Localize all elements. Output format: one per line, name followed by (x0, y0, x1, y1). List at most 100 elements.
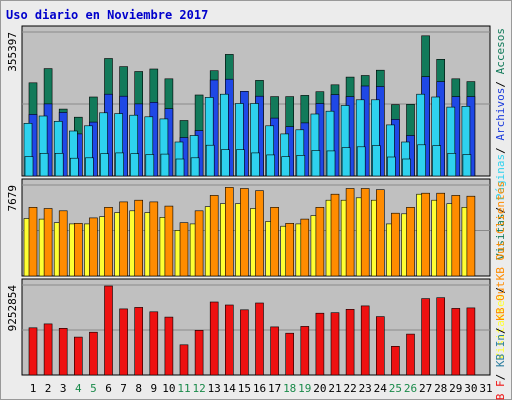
x-tick-label-26: 26 (404, 382, 417, 395)
bar-kb-f-day-28 (436, 297, 446, 376)
legend-entry: Visitantes (494, 294, 507, 360)
bar-kb-out-clientes-day-3 (58, 210, 68, 277)
bar-kb-out-clientes-day-16 (255, 190, 264, 277)
legend-entry: / (494, 374, 507, 381)
panel-bottom: 9 25 28 54 KB F/ KB In/ KB Out (6, 278, 507, 405)
bar-kb-f-day-6 (104, 285, 113, 376)
bar-archivos-day-27 (417, 144, 426, 177)
x-tick-label-12: 12 (192, 382, 205, 395)
x-tick-label-30: 30 (464, 382, 477, 395)
bar-archivos-day-21 (326, 150, 336, 177)
bar-kb-f-day-11 (179, 344, 189, 376)
bar-kb-out-clientes-day-23 (360, 188, 370, 277)
x-tick-label-11: 11 (177, 382, 190, 395)
y-max-label: 7679 (6, 185, 19, 212)
x-tick-label-5: 5 (90, 382, 97, 395)
bar-archivos-day-12 (190, 157, 200, 177)
x-tick-label-28: 28 (434, 382, 447, 395)
bar-kb-f-day-29 (451, 308, 461, 376)
x-tick-label-21: 21 (328, 382, 341, 395)
x-axis-labels: 1 2 3 4 5 6 7 8 9 10 11 12 13 14 15 16 17 18 19 20 21 22 23 24 2… (30, 382, 493, 395)
bar-archivos-day-9 (145, 154, 155, 177)
chart-title: Uso diario en Noviembre 2017 (6, 8, 208, 22)
bar-kb-out-clientes-day-6 (104, 207, 113, 277)
bar-archivos-day-26 (402, 158, 411, 177)
bar-kb-out-clientes-day-15 (240, 188, 249, 277)
bar-archivos-day-18 (281, 156, 291, 177)
x-tick-label-6: 6 (105, 382, 112, 395)
x-tick-label-8: 8 (135, 382, 142, 395)
bar-kb-out-clientes-day-10 (164, 205, 174, 277)
bar-kb-f-day-5 (89, 331, 98, 376)
x-tick-label-10: 10 (162, 382, 175, 395)
bar-archivos-day-10 (160, 153, 170, 177)
bar-kb-out-clientes-day-24 (375, 189, 385, 277)
bar-kb-f-day-9 (149, 311, 159, 376)
bar-kb-f-day-18 (285, 332, 295, 376)
bar-kb-f-day-14 (225, 304, 234, 376)
bar-archivos-day-25 (387, 156, 396, 177)
bar-archivos-day-24 (371, 145, 381, 177)
x-tick-label-9: 9 (150, 382, 157, 395)
bar-kb-out-clientes-day-9 (149, 201, 159, 277)
bar-kb-out-clientes-day-4 (74, 223, 83, 277)
bar-archivos-day-30 (462, 154, 472, 177)
legend-entry: / (494, 287, 507, 294)
bar-archivos-day-22 (341, 147, 351, 177)
bar-archivos-day-29 (447, 153, 457, 177)
legend-bottom: KB F/ KB In/ KB Out (494, 281, 507, 400)
bar-kb-f-day-21 (330, 312, 340, 376)
legend-entry: / (494, 147, 507, 154)
x-tick-label-14: 14 (223, 382, 237, 395)
x-tick-label-17: 17 (268, 382, 281, 395)
legend-middle: Visitantes/ KB Out Clientes (494, 181, 507, 360)
bar-kb-out-clientes-day-21 (330, 193, 340, 277)
bar-archivos-day-6 (100, 153, 109, 177)
bar-archivos-day-14 (221, 149, 230, 177)
bar-archivos-day-3 (54, 153, 64, 177)
bar-archivos-day-7 (115, 152, 124, 177)
bar-archivos-day-13 (205, 144, 215, 177)
bar-kb-f-day-22 (345, 308, 355, 376)
legend-entry: KB Out (494, 281, 507, 327)
bar-archivos-day-5 (85, 157, 94, 177)
x-tick-label-4: 4 (75, 382, 82, 395)
legend-entry: KB In (494, 334, 507, 374)
x-tick-label-22: 22 (343, 382, 356, 395)
legend-entry: Visitas (494, 213, 507, 259)
bar-kb-out-clientes-day-5 (89, 217, 98, 277)
bar-kb-out-clientes-day-25 (391, 212, 400, 277)
bar-kb-out-clientes-day-12 (194, 210, 204, 277)
bar-archivos-day-16 (251, 152, 260, 177)
bar-kb-f-day-15 (240, 309, 249, 376)
bar-kb-out-clientes-day-14 (225, 187, 234, 277)
bar-archivos-day-2 (39, 153, 49, 177)
y-max-label: 355397 (6, 32, 19, 72)
legend-entry: Páginas (494, 154, 507, 207)
bar-kb-f-day-10 (164, 316, 174, 376)
bar-kb-out-clientes-day-22 (345, 188, 355, 277)
bar-kb-f-day-1 (28, 327, 38, 376)
bar-kb-out-clientes-day-8 (134, 199, 143, 277)
bar-archivos-day-15 (236, 149, 245, 177)
x-tick-label-24: 24 (374, 382, 388, 395)
bar-kb-f-day-30 (466, 307, 476, 376)
bar-kb-out-clientes-day-2 (43, 208, 53, 277)
bar-kb-out-clientes-day-28 (436, 192, 446, 277)
bar-archivos-day-23 (356, 146, 366, 177)
x-tick-label-7: 7 (120, 382, 127, 395)
bar-kb-f-day-24 (375, 316, 385, 376)
x-tick-label-29: 29 (449, 382, 462, 395)
bar-kb-f-day-3 (58, 327, 68, 376)
x-tick-label-25: 25 (389, 382, 402, 395)
bar-kb-f-day-25 (391, 345, 400, 376)
bar-kb-f-day-17 (270, 326, 279, 376)
legend-entry: Accesos (494, 28, 507, 81)
x-tick-label-18: 18 (283, 382, 296, 395)
legend-entry: Archivos (494, 88, 507, 148)
bar-kb-f-day-4 (74, 336, 83, 376)
legend-entry: / (494, 81, 507, 88)
